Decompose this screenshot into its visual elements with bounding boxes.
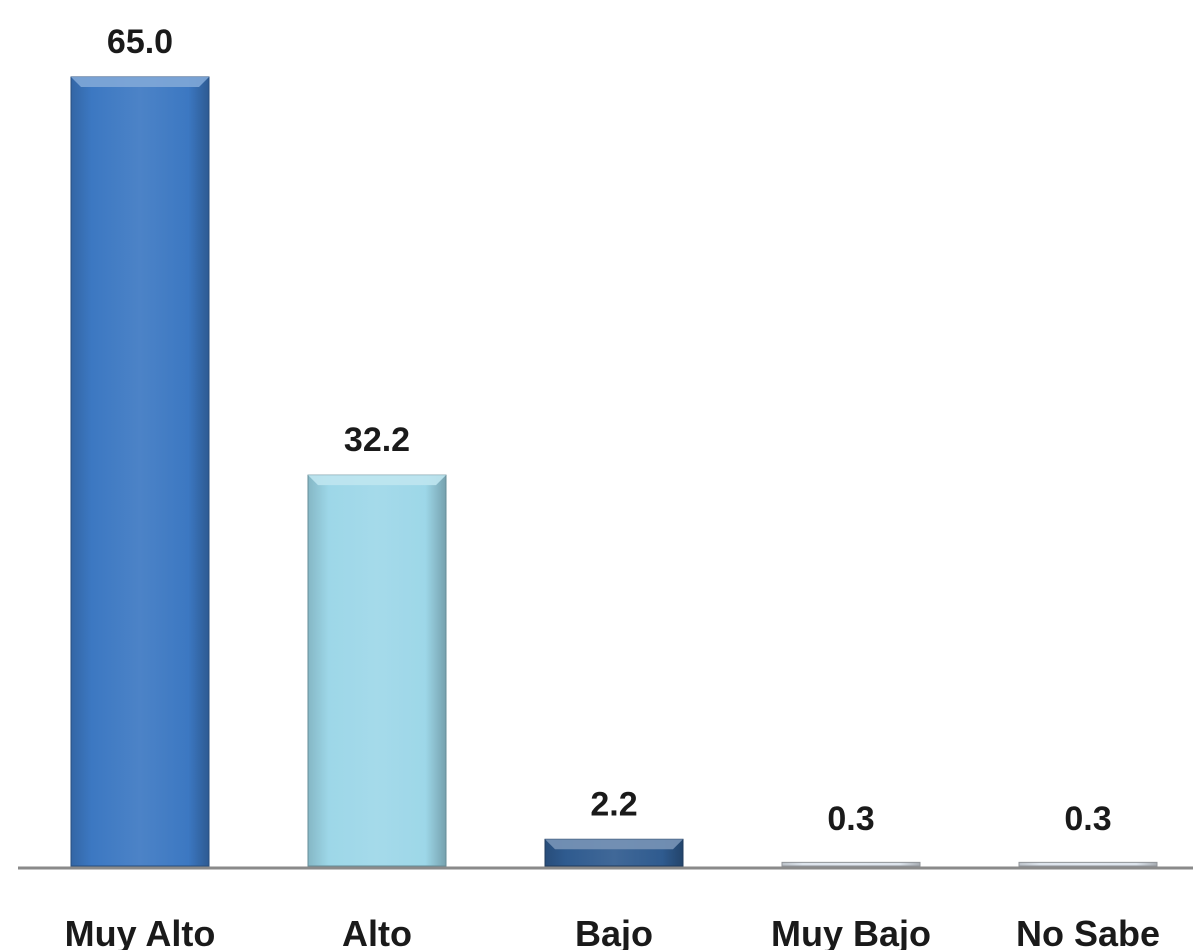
bar-bajo	[544, 838, 684, 867]
bar-bevel	[545, 839, 683, 850]
value-label: 65.0	[107, 23, 173, 61]
category-label: No Sabe	[1016, 913, 1160, 950]
bar-no-sabe	[1018, 861, 1158, 867]
category-label: Alto	[342, 913, 412, 950]
bar-alto	[307, 474, 447, 867]
bar	[1018, 861, 1158, 867]
value-label: 0.3	[827, 800, 874, 838]
value-label: 2.2	[590, 785, 637, 823]
bar-muy-alto	[70, 76, 210, 867]
category-label: Bajo	[575, 913, 653, 950]
value-label: 32.2	[344, 421, 410, 459]
bar-bevel	[308, 475, 446, 486]
bars-layer	[70, 76, 1158, 867]
category-label: Muy Alto	[65, 913, 216, 950]
bar	[70, 76, 210, 867]
value-labels-layer: 65.0 32.2 2.2 0.3 0.3	[107, 23, 1112, 838]
bar	[307, 474, 447, 867]
value-label: 0.3	[1064, 800, 1111, 838]
category-label: Muy Bajo	[771, 913, 931, 950]
bar-muy-bajo	[781, 861, 921, 867]
bar-bevel	[71, 77, 209, 87]
bar	[781, 861, 921, 867]
category-labels-layer: Muy Alto Alto Bajo Muy Bajo No Sabe	[65, 913, 1160, 950]
